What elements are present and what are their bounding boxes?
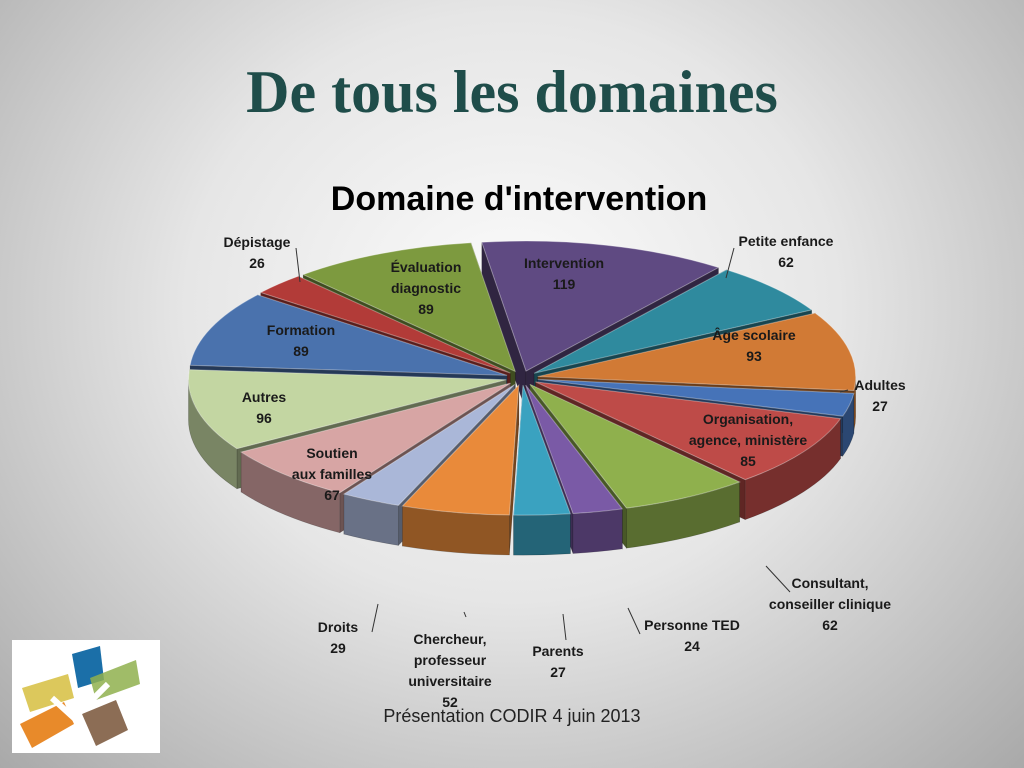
data-label-depistage: Dépistage 26 bbox=[224, 234, 291, 271]
data-label-intervention: Intervention 119 bbox=[524, 255, 604, 292]
leader-line-parents bbox=[562, 613, 567, 641]
data-label-line: Âge scolaire bbox=[712, 326, 795, 343]
pie-slice-depistage bbox=[259, 275, 511, 374]
data-label-line: Consultant, bbox=[792, 575, 869, 591]
data-label-droits: Droits 29 bbox=[318, 619, 359, 656]
pie-side-parents bbox=[513, 513, 571, 556]
data-label-line: Chercheur, bbox=[413, 631, 486, 647]
data-label-line: Évaluation bbox=[391, 259, 462, 275]
leader-line-consultant-conseiller-clinique bbox=[765, 565, 791, 593]
data-label-line: 89 bbox=[293, 343, 309, 359]
data-label-soutien-aux-familles: Soutien aux familles 67 bbox=[292, 445, 372, 503]
pie-slice-autres bbox=[187, 369, 507, 450]
pie-slice-formation bbox=[189, 294, 508, 376]
data-label-evaluation-diagnostic: Évaluation diagnostic 89 bbox=[391, 259, 462, 317]
data-label-line: 27 bbox=[550, 664, 566, 680]
pie-slice-droits bbox=[342, 383, 516, 506]
data-label-organisation-agence-ministere: Organisation, agence, ministère 85 bbox=[689, 411, 807, 469]
data-label-line: diagnostic bbox=[391, 280, 461, 296]
data-label-line: 52 bbox=[442, 694, 458, 710]
data-label-petite-enfance: Petite enfance 62 bbox=[739, 233, 834, 270]
pie-slice-chercheur-professeur-universitaire bbox=[401, 383, 520, 516]
data-label-line: Organisation, bbox=[703, 411, 793, 427]
data-label-line: 93 bbox=[746, 348, 762, 364]
data-label-line: professeur bbox=[414, 652, 487, 668]
leader-line-chercheur-professeur-universitaire bbox=[463, 611, 467, 618]
pie-slice-personne-ted bbox=[525, 384, 624, 515]
data-label-line: 26 bbox=[249, 255, 265, 271]
pie-slice-evaluation-diagnostic bbox=[301, 242, 517, 373]
data-label-line: Soutien bbox=[306, 445, 357, 461]
data-label-line: Personne TED bbox=[644, 617, 740, 633]
leader-line-droits bbox=[371, 603, 379, 633]
leader-line-adultes bbox=[839, 389, 849, 393]
pie-slice-age-scolaire bbox=[537, 312, 857, 392]
data-label-line: agence, ministère bbox=[689, 432, 807, 448]
slide-title: De tous les domaines bbox=[246, 59, 778, 125]
pie-slice-consultant-conseiller-clinique bbox=[529, 383, 741, 509]
data-label-line: Autres bbox=[242, 389, 287, 405]
pie-slices bbox=[187, 240, 857, 556]
data-label-line: Parents bbox=[532, 643, 584, 659]
logo-orange-shape bbox=[20, 702, 74, 748]
data-label-line: Adultes bbox=[854, 377, 906, 393]
pie-slice-adultes bbox=[537, 378, 855, 417]
data-label-formation: Formation 89 bbox=[267, 322, 335, 359]
data-label-line: 24 bbox=[684, 638, 700, 654]
data-label-parents: Parents 27 bbox=[532, 643, 584, 680]
leader-line-personne-ted bbox=[627, 607, 641, 635]
data-label-line: 29 bbox=[330, 640, 346, 656]
data-label-adultes: Adultes 27 bbox=[854, 377, 906, 414]
pie-wall-chercheur-professeur-universitaire-start bbox=[509, 385, 520, 556]
pie-slice-intervention bbox=[481, 240, 720, 372]
logo-yellow-shape bbox=[22, 674, 74, 712]
data-label-line: Droits bbox=[318, 619, 359, 635]
pie-side-personne-ted bbox=[572, 508, 623, 554]
data-label-line: conseiller clinique bbox=[769, 596, 891, 612]
data-label-line: 62 bbox=[822, 617, 838, 633]
data-label-line: Intervention bbox=[524, 255, 604, 271]
logo-brown-shape bbox=[82, 700, 128, 746]
data-label-line: Petite enfance bbox=[739, 233, 834, 249]
data-label-age-scolaire: Âge scolaire 93 bbox=[712, 326, 795, 364]
logo-white-check bbox=[49, 681, 111, 723]
data-label-autres: Autres 96 bbox=[242, 389, 287, 426]
data-label-personne-ted: Personne TED 24 bbox=[644, 617, 740, 654]
data-label-chercheur-professeur-universitaire: Chercheur, professeur universitaire 52 bbox=[408, 631, 491, 710]
data-label-line: 119 bbox=[553, 276, 576, 292]
chart-title: Domaine d'intervention bbox=[331, 180, 707, 218]
data-label-consultant-conseiller-clinique: Consultant, conseiller clinique 62 bbox=[769, 575, 891, 633]
leader-line-depistage bbox=[295, 247, 301, 283]
pie-slice-parents bbox=[513, 385, 572, 516]
footer-text: Présentation CODIR 4 juin 2013 bbox=[383, 706, 641, 726]
leader-line-petite-enfance bbox=[725, 247, 735, 279]
organization-logo bbox=[12, 640, 160, 753]
data-label-line: Dépistage bbox=[224, 234, 291, 250]
data-label-line: Formation bbox=[267, 322, 335, 338]
data-label-line: 85 bbox=[740, 453, 756, 469]
data-label-line: aux familles bbox=[292, 466, 372, 482]
pie-slice-soutien-aux-familles bbox=[239, 382, 511, 494]
data-label-line: 27 bbox=[872, 398, 888, 414]
data-label-line: 96 bbox=[256, 410, 272, 426]
pie-data-labels: Intervention 119 Petite enfance 62 Âge scola… bbox=[224, 233, 906, 710]
pie-slice-organisation-agence-ministere bbox=[535, 381, 842, 481]
data-label-line: 67 bbox=[324, 487, 340, 503]
data-label-line: 89 bbox=[418, 301, 434, 317]
data-label-line: 62 bbox=[778, 254, 794, 270]
data-label-line: universitaire bbox=[408, 673, 491, 689]
